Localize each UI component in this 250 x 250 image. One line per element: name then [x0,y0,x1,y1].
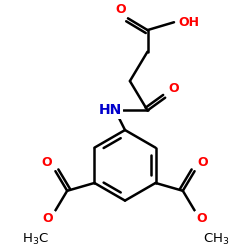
Text: $\mathsf{H_3C}$: $\mathsf{H_3C}$ [22,232,49,247]
Text: O: O [42,156,52,169]
Text: O: O [198,156,208,169]
Text: OH: OH [178,16,199,29]
Text: O: O [115,3,126,16]
Text: O: O [168,82,179,95]
Text: $\mathsf{CH_3}$: $\mathsf{CH_3}$ [203,232,229,247]
Text: O: O [196,212,207,225]
Text: HN: HN [99,104,122,118]
Text: O: O [43,212,54,225]
